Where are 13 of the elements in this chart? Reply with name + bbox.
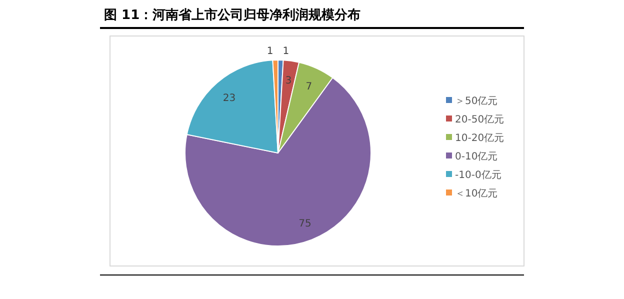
data-label: 7 <box>306 81 312 92</box>
legend-label: 20-50亿元 <box>455 114 504 126</box>
legend-label: 0-10亿元 <box>455 152 498 162</box>
data-label: 1 <box>266 46 274 58</box>
legend-label: -10-0亿元 <box>455 170 502 181</box>
data-label: 1 <box>282 46 290 58</box>
chart-title: 图 11：河南省上市公司归母净利润规模分布 <box>104 7 361 23</box>
legend-label: 10-20亿元 <box>455 133 504 144</box>
legend-label: ＞50亿元 <box>455 96 498 107</box>
data-label: 3 <box>285 75 292 86</box>
legend-label: ＜10亿元 <box>455 188 498 200</box>
data-label: 23 <box>222 92 236 104</box>
data-label: 75 <box>298 218 312 230</box>
